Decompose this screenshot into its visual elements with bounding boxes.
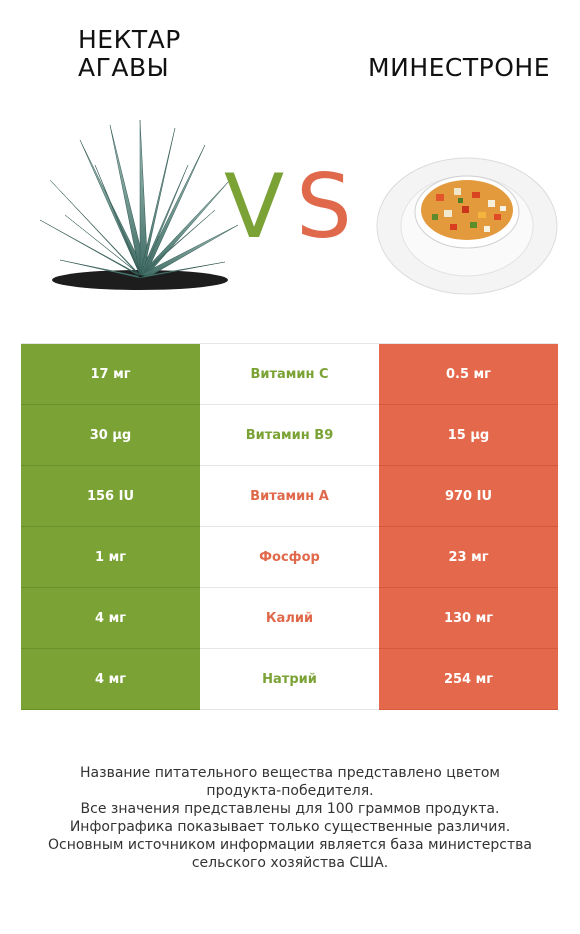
table-row: 4 мг Натрий 254 мг [21, 649, 558, 710]
minestrone-soup-bowl-icon [376, 157, 558, 295]
table-row: 30 µg Витамин B9 15 µg [21, 405, 558, 466]
left-product-title: НЕКТАР АГАВЫ [78, 25, 181, 82]
nutrient-name: Витамин A [200, 466, 379, 526]
footer-line: Основным источником информации является … [48, 837, 532, 853]
nutrient-name: Калий [200, 588, 379, 648]
right-value: 970 IU [379, 466, 558, 527]
right-value: 130 мг [379, 588, 558, 649]
right-value: 15 µg [379, 405, 558, 466]
footer-line: продукта-победителя. [206, 783, 374, 799]
table-row: 4 мг Калий 130 мг [21, 588, 558, 649]
vs-letter-s: S [296, 155, 352, 258]
right-value: 254 мг [379, 649, 558, 710]
table-row: 156 IU Витамин A 970 IU [21, 466, 558, 527]
nutrient-name: Натрий [200, 649, 379, 709]
left-value: 4 мг [21, 649, 200, 710]
right-value: 23 мг [379, 527, 558, 588]
left-value: 17 мг [21, 344, 200, 405]
vs-label: V S [224, 160, 354, 260]
table-row: 17 мг Витамин C 0.5 мг [21, 343, 558, 405]
vs-letter-v: V [224, 155, 285, 258]
agave-plant-icon [40, 120, 239, 290]
table-row: 1 мг Фосфор 23 мг [21, 527, 558, 588]
nutrient-name: Витамин C [200, 344, 379, 404]
left-value: 4 мг [21, 588, 200, 649]
left-value: 1 мг [21, 527, 200, 588]
nutrient-name: Витамин B9 [200, 405, 379, 465]
nutrient-name: Фосфор [200, 527, 379, 587]
footer-line: Инфографика показывает только существенн… [69, 819, 511, 835]
footer-line: Название питательного вещества представл… [80, 765, 500, 781]
footer-notes: Название питательного вещества представл… [20, 764, 560, 872]
left-value: 30 µg [21, 405, 200, 466]
footer-line: Все значения представлены для 100 граммо… [80, 801, 500, 817]
footer-line: сельского хозяйства США. [191, 855, 389, 871]
right-product-title: МИНЕСТРОНЕ [368, 53, 550, 82]
comparison-table: 17 мг Витамин C 0.5 мг 30 µg Витамин B9 … [21, 343, 558, 710]
right-value: 0.5 мг [379, 344, 558, 405]
left-value: 156 IU [21, 466, 200, 527]
